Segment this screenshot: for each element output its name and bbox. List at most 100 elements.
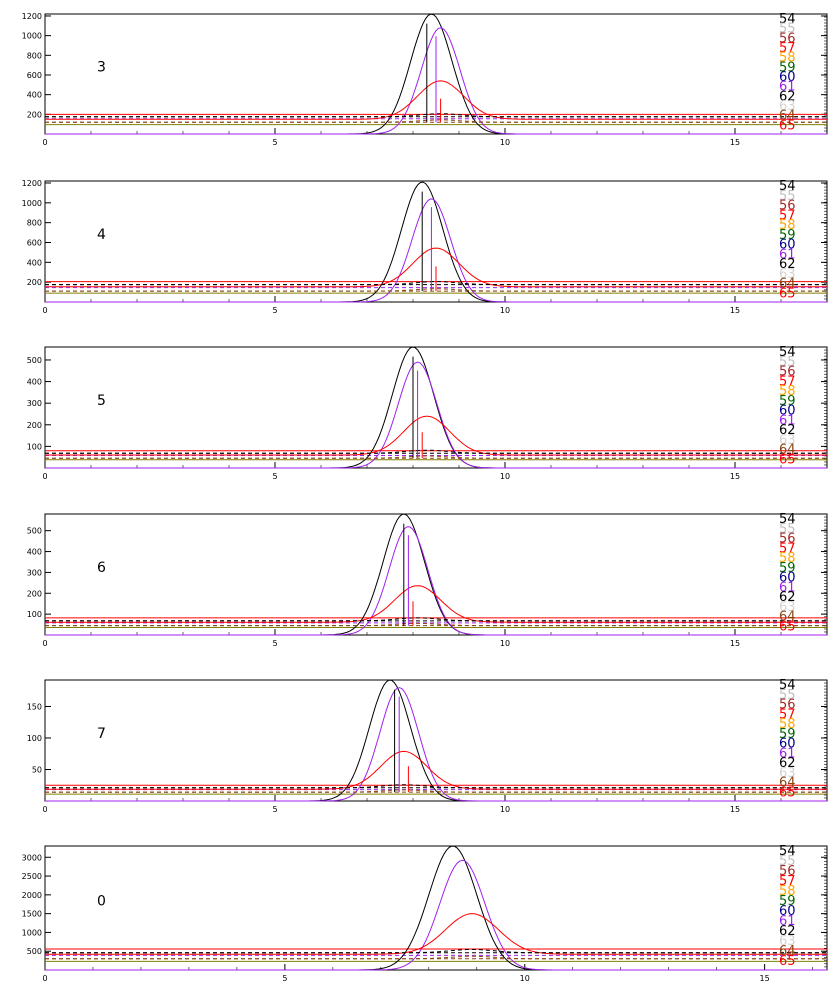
- legend-entry: 54: [779, 345, 796, 360]
- x-tick-label: 0: [42, 639, 47, 648]
- legend-entry: 54: [779, 512, 796, 527]
- x-tick-label: 5: [272, 306, 277, 315]
- series-line: [45, 789, 827, 793]
- x-tick-label: 15: [730, 639, 740, 648]
- legend-entry: 62: [779, 756, 796, 771]
- y-tick-label: 2500: [22, 872, 42, 881]
- series-line: [45, 859, 827, 971]
- y-tick-label: 600: [27, 238, 42, 247]
- legend-entry: 57: [779, 541, 796, 556]
- legend-entry: 63: [779, 99, 796, 114]
- legend-entry: 60: [779, 904, 796, 919]
- legend-entry: 58: [779, 717, 796, 732]
- legend-entry: 61: [779, 247, 796, 262]
- series-line: [45, 27, 827, 135]
- legend-entry: 63: [779, 600, 796, 615]
- y-tick-label: 50: [32, 765, 42, 774]
- x-tick-label: 10: [520, 974, 530, 983]
- y-tick-label: 2000: [22, 891, 42, 900]
- legend-entry: 54: [779, 844, 796, 859]
- series-line: [45, 687, 827, 802]
- x-tick-label: 10: [500, 306, 510, 315]
- series-line: [45, 955, 827, 960]
- legend-entry: 62: [779, 924, 796, 939]
- legend-entry: 58: [779, 884, 796, 899]
- x-tick-label: 10: [500, 138, 510, 147]
- x-tick-label: 15: [730, 138, 740, 147]
- series-line: [45, 346, 827, 469]
- y-tick-label: 1000: [22, 928, 42, 937]
- series-line: [45, 449, 827, 454]
- legend-entry: 65: [779, 452, 796, 467]
- legend-entry: 59: [779, 894, 796, 909]
- x-tick-label: 10: [500, 472, 510, 481]
- legend-entry: 55: [779, 355, 796, 370]
- chart-panel: 100 200 300 400 500 0 5 10 15 5 545556575859606162…: [27, 345, 828, 481]
- legend-entry: 59: [779, 727, 796, 742]
- y-tick-label: 500: [27, 947, 42, 956]
- series-line: [45, 119, 827, 123]
- legend-entry: 57: [779, 707, 796, 722]
- legend-entry: 60: [779, 70, 796, 85]
- legend-entry: 56: [779, 365, 796, 380]
- series-line: [45, 617, 827, 622]
- y-tick-label: 500: [27, 356, 42, 365]
- y-tick-label: 800: [27, 51, 42, 60]
- legend-entry: 56: [779, 199, 796, 214]
- x-tick-label: 0: [42, 974, 47, 983]
- panel-label: 3: [97, 60, 106, 76]
- legend-entry: 56: [779, 864, 796, 879]
- x-tick-label: 10: [500, 805, 510, 814]
- panel-label: 0: [97, 894, 106, 910]
- legend-entry: 59: [779, 561, 796, 576]
- series-line: [45, 622, 827, 627]
- legend-entry: 62: [779, 257, 796, 272]
- series-line: [45, 113, 827, 118]
- x-tick-label: 0: [42, 472, 47, 481]
- y-tick-label: 200: [27, 278, 42, 287]
- panel-label: 7: [97, 726, 106, 742]
- legend-entry: 61: [779, 80, 796, 95]
- y-tick-label: 200: [27, 421, 42, 430]
- legend-entry: 61: [779, 413, 796, 428]
- panel-label: 5: [97, 393, 106, 409]
- legend-entry: 57: [779, 374, 796, 389]
- x-tick-label: 15: [730, 805, 740, 814]
- series-line: [45, 361, 827, 469]
- series-line: [45, 247, 827, 288]
- legend-entry: 55: [779, 854, 796, 869]
- y-tick-label: 1200: [22, 12, 42, 21]
- series-line: [45, 949, 827, 954]
- legend-entry: 61: [779, 746, 796, 761]
- legend-entry: 54: [779, 179, 796, 194]
- legend-entry: 55: [779, 189, 796, 204]
- legend-entry: 58: [779, 218, 796, 233]
- legend-entry: 55: [779, 522, 796, 537]
- legend-entry: 59: [779, 394, 796, 409]
- chart-panel: 500 1000 1500 2000 2500 3000 0 5 10 15 0 5455565758…: [22, 844, 828, 983]
- y-tick-label: 300: [27, 568, 42, 577]
- legend-entry: 63: [779, 433, 796, 448]
- legend-entry: 58: [779, 384, 796, 399]
- x-tick-label: 15: [730, 472, 740, 481]
- legend-entry: 62: [779, 590, 796, 605]
- x-tick-label: 5: [272, 472, 277, 481]
- x-tick-label: 10: [500, 639, 510, 648]
- y-tick-label: 400: [27, 548, 42, 557]
- series-line: [45, 585, 827, 623]
- panel-label: 4: [97, 227, 106, 243]
- legend-entry: 58: [779, 551, 796, 566]
- y-tick-label: 400: [27, 91, 42, 100]
- x-tick-label: 15: [730, 306, 740, 315]
- series-line: [45, 198, 827, 303]
- legend-entry: 60: [779, 404, 796, 419]
- legend-entry: 60: [779, 571, 796, 586]
- legend-entry: 59: [779, 228, 796, 243]
- legend-entry: 64: [779, 610, 796, 625]
- legend-entry: 64: [779, 776, 796, 791]
- legend-entry: 63: [779, 766, 796, 781]
- series-line: [45, 526, 827, 636]
